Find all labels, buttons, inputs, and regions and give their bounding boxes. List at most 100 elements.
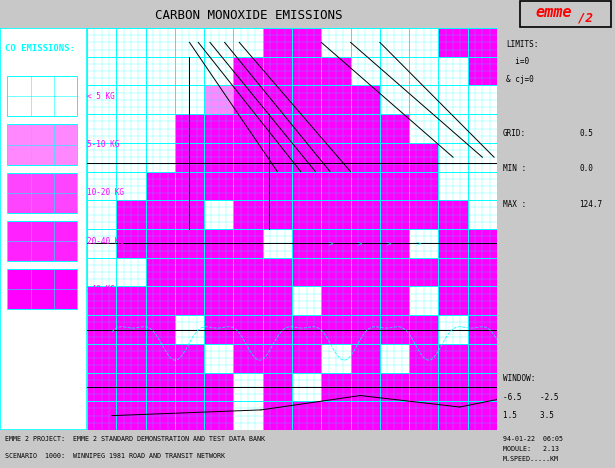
Bar bbox=[409, 258, 438, 286]
Bar bbox=[204, 286, 234, 315]
Bar bbox=[351, 172, 380, 200]
Bar bbox=[321, 57, 351, 86]
Bar bbox=[234, 172, 263, 200]
Bar bbox=[292, 401, 321, 430]
Bar bbox=[87, 28, 497, 430]
Bar bbox=[263, 200, 292, 229]
Bar bbox=[380, 286, 409, 315]
Bar bbox=[351, 258, 380, 286]
Bar bbox=[380, 200, 409, 229]
Bar bbox=[263, 258, 292, 286]
Bar bbox=[292, 315, 321, 344]
Bar bbox=[7, 173, 77, 213]
Bar bbox=[204, 373, 234, 401]
Bar bbox=[438, 401, 468, 430]
Bar bbox=[409, 172, 438, 200]
Text: >: > bbox=[357, 241, 362, 246]
Bar bbox=[234, 143, 263, 172]
Bar bbox=[87, 344, 116, 373]
Bar bbox=[175, 172, 204, 200]
Bar bbox=[175, 258, 204, 286]
Bar bbox=[263, 114, 292, 143]
Bar bbox=[351, 114, 380, 143]
Bar bbox=[438, 258, 468, 286]
Bar bbox=[87, 315, 116, 344]
Text: 10-20 KG: 10-20 KG bbox=[87, 188, 124, 197]
Bar bbox=[321, 143, 351, 172]
Bar bbox=[204, 315, 234, 344]
Bar bbox=[380, 373, 409, 401]
Bar bbox=[321, 315, 351, 344]
Bar bbox=[438, 344, 468, 373]
Bar bbox=[234, 229, 263, 258]
Bar bbox=[234, 86, 263, 114]
Bar bbox=[263, 344, 292, 373]
Bar bbox=[146, 172, 175, 200]
Bar bbox=[116, 373, 146, 401]
Text: CO EMISSIONS:: CO EMISSIONS: bbox=[5, 44, 75, 53]
Bar bbox=[204, 258, 234, 286]
Bar bbox=[468, 286, 497, 315]
Bar bbox=[292, 344, 321, 373]
Bar bbox=[351, 286, 380, 315]
Bar bbox=[116, 344, 146, 373]
Bar bbox=[380, 258, 409, 286]
Text: MODULE:   2.13: MODULE: 2.13 bbox=[503, 446, 559, 452]
Bar bbox=[351, 143, 380, 172]
Bar bbox=[380, 172, 409, 200]
Bar bbox=[351, 373, 380, 401]
Bar bbox=[116, 200, 146, 229]
Bar bbox=[292, 172, 321, 200]
Text: MAX :: MAX : bbox=[503, 199, 526, 209]
Bar bbox=[116, 315, 146, 344]
Bar bbox=[468, 373, 497, 401]
Bar bbox=[409, 315, 438, 344]
Bar bbox=[351, 401, 380, 430]
Bar bbox=[175, 114, 204, 143]
Bar bbox=[380, 315, 409, 344]
Bar bbox=[409, 200, 438, 229]
Bar bbox=[146, 344, 175, 373]
Bar bbox=[263, 315, 292, 344]
Bar bbox=[321, 229, 351, 258]
Text: SCENARIO  1000:  WINNIPEG 1981 ROAD AND TRANSIT NETWORK: SCENARIO 1000: WINNIPEG 1981 ROAD AND TR… bbox=[5, 453, 225, 460]
Bar bbox=[263, 86, 292, 114]
Bar bbox=[468, 57, 497, 86]
Bar bbox=[204, 401, 234, 430]
Bar bbox=[321, 401, 351, 430]
Text: & cj=0: & cj=0 bbox=[506, 75, 534, 84]
Bar bbox=[204, 229, 234, 258]
Bar bbox=[292, 143, 321, 172]
Bar bbox=[351, 344, 380, 373]
Text: LIMITS:: LIMITS: bbox=[506, 39, 539, 49]
Bar bbox=[175, 344, 204, 373]
Bar bbox=[438, 373, 468, 401]
Bar bbox=[292, 258, 321, 286]
Bar bbox=[7, 124, 77, 165]
Bar bbox=[351, 315, 380, 344]
Text: /2: /2 bbox=[578, 12, 593, 25]
Text: >: > bbox=[415, 241, 421, 246]
Text: 1.5     3.5: 1.5 3.5 bbox=[503, 411, 554, 420]
Bar bbox=[146, 315, 175, 344]
Bar bbox=[175, 373, 204, 401]
Bar bbox=[175, 200, 204, 229]
Bar bbox=[520, 1, 611, 27]
Text: 94-01-22  06:05: 94-01-22 06:05 bbox=[503, 436, 563, 442]
Bar bbox=[292, 200, 321, 229]
Bar bbox=[292, 86, 321, 114]
Text: >: > bbox=[386, 241, 392, 246]
Text: CARBON MONOXIDE EMISSIONS: CARBON MONOXIDE EMISSIONS bbox=[155, 9, 343, 22]
Bar bbox=[263, 143, 292, 172]
Bar bbox=[7, 221, 77, 261]
Text: 124.7: 124.7 bbox=[579, 199, 603, 209]
Bar bbox=[204, 143, 234, 172]
Bar bbox=[468, 344, 497, 373]
Bar bbox=[468, 258, 497, 286]
Bar bbox=[204, 114, 234, 143]
Bar bbox=[146, 258, 175, 286]
Bar bbox=[263, 172, 292, 200]
Bar bbox=[380, 229, 409, 258]
Bar bbox=[292, 57, 321, 86]
Bar bbox=[292, 28, 321, 57]
